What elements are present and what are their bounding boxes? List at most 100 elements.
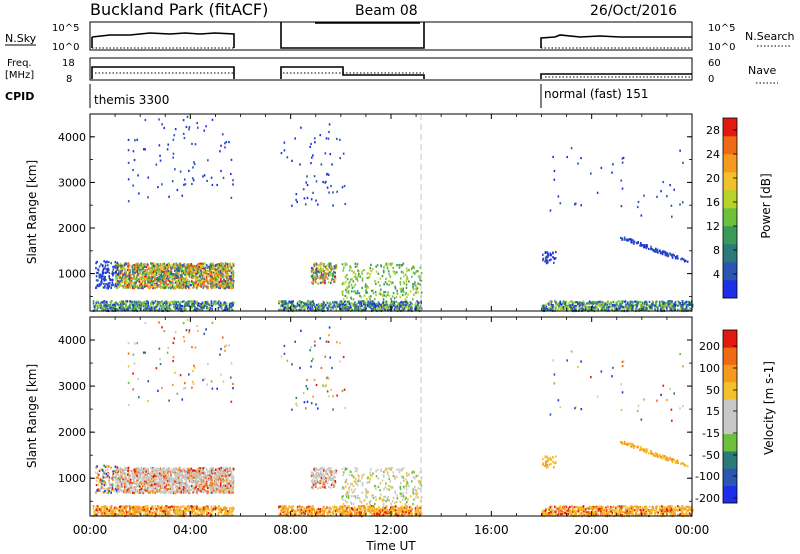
scatter-point xyxy=(385,295,387,298)
scatter-point xyxy=(121,269,123,272)
scatter-point xyxy=(151,282,154,285)
scatter-point xyxy=(118,307,121,310)
scatter-point xyxy=(174,273,177,276)
scatter-point xyxy=(167,143,170,146)
scatter-point xyxy=(122,301,124,304)
scatter-point xyxy=(215,491,217,494)
scatter-point xyxy=(144,273,147,277)
scatter-point xyxy=(196,285,198,288)
scatter-point xyxy=(669,301,672,304)
scatter-point xyxy=(412,285,414,289)
scatter-point xyxy=(191,177,194,180)
scatter-point xyxy=(222,470,225,473)
scatter-point xyxy=(168,264,171,267)
scatter-point xyxy=(552,155,554,159)
scatter-point xyxy=(126,300,129,303)
scatter-point xyxy=(329,153,332,156)
scatter-point xyxy=(205,285,208,288)
scatter-point xyxy=(126,280,128,284)
scatter-point xyxy=(225,276,228,279)
scatter-point xyxy=(331,163,333,166)
scatter-point xyxy=(328,265,331,269)
scatter-point xyxy=(549,301,552,304)
scatter-point xyxy=(152,301,154,304)
scatter-point xyxy=(125,300,127,303)
scatter-point xyxy=(161,304,164,307)
scatter-point xyxy=(316,270,318,273)
scatter-point xyxy=(210,271,213,274)
scatter-point xyxy=(92,302,95,305)
scatter-point xyxy=(674,256,677,259)
scatter-point xyxy=(120,305,123,308)
scatter-point xyxy=(361,272,363,275)
scatter-point xyxy=(547,303,550,306)
scatter-point xyxy=(199,281,201,284)
scatter-point xyxy=(119,300,122,303)
scatter-point xyxy=(183,178,186,181)
scatter-point xyxy=(357,272,360,276)
scatter-point xyxy=(334,275,337,278)
scatter-point xyxy=(173,134,176,137)
scatter-point xyxy=(125,484,128,487)
scatter-point xyxy=(138,306,141,309)
scatter-point xyxy=(230,308,233,311)
scatter-point xyxy=(394,303,397,307)
scatter-point xyxy=(419,266,422,269)
scatter-point xyxy=(674,303,676,307)
nsky-tick-bottom: 10^0 xyxy=(52,42,79,53)
scatter-point xyxy=(209,267,211,271)
scatter-point xyxy=(147,283,150,286)
scatter-point xyxy=(200,303,203,306)
scatter-point xyxy=(607,306,610,309)
scatter-point xyxy=(136,138,139,141)
scatter-point xyxy=(570,309,573,312)
scatter-point xyxy=(358,301,360,304)
scatter-point xyxy=(223,309,226,312)
scatter-point xyxy=(221,285,223,288)
scatter-point xyxy=(134,305,136,308)
scatter-point xyxy=(366,298,368,301)
scatter-point xyxy=(201,301,204,304)
scatter-point xyxy=(128,471,130,474)
scatter-point xyxy=(569,304,572,307)
scatter-point xyxy=(177,263,180,267)
scatter-point xyxy=(381,295,384,298)
scatter-point xyxy=(155,308,158,311)
scatter-point xyxy=(140,302,142,305)
scatter-point xyxy=(181,264,184,267)
scatter-point xyxy=(616,308,619,311)
scatter-point xyxy=(231,281,233,284)
scatter-point xyxy=(544,260,547,263)
scatter-point xyxy=(122,469,124,472)
scatter-point xyxy=(208,271,211,274)
scatter-point xyxy=(344,303,346,307)
scatter-point xyxy=(403,307,406,310)
scatter-point xyxy=(414,281,416,284)
scatter-point xyxy=(100,303,103,306)
scatter-point xyxy=(413,283,415,286)
scatter-point xyxy=(325,137,328,140)
scatter-point xyxy=(199,468,202,471)
scatter-point xyxy=(650,247,652,251)
scatter-point xyxy=(662,180,665,184)
scatter-point xyxy=(321,278,324,281)
scatter-point xyxy=(229,262,231,265)
scatter-point xyxy=(354,275,357,278)
scatter-point xyxy=(298,300,301,303)
scatter-point xyxy=(157,265,159,268)
scatter-point xyxy=(393,297,396,300)
scatter-point xyxy=(183,300,185,303)
scatter-point xyxy=(356,290,359,293)
scatter-point xyxy=(222,284,225,287)
scatter-point xyxy=(228,269,231,273)
scatter-point xyxy=(352,298,355,301)
scatter-point xyxy=(168,304,171,307)
scatter-point xyxy=(335,308,338,311)
scatter-point xyxy=(321,273,323,277)
scatter-point xyxy=(350,283,353,287)
scatter-point xyxy=(312,267,314,270)
scatter-point xyxy=(147,176,150,179)
scatter-point xyxy=(146,304,148,307)
scatter-point xyxy=(622,300,624,303)
scatter-point xyxy=(356,279,359,282)
